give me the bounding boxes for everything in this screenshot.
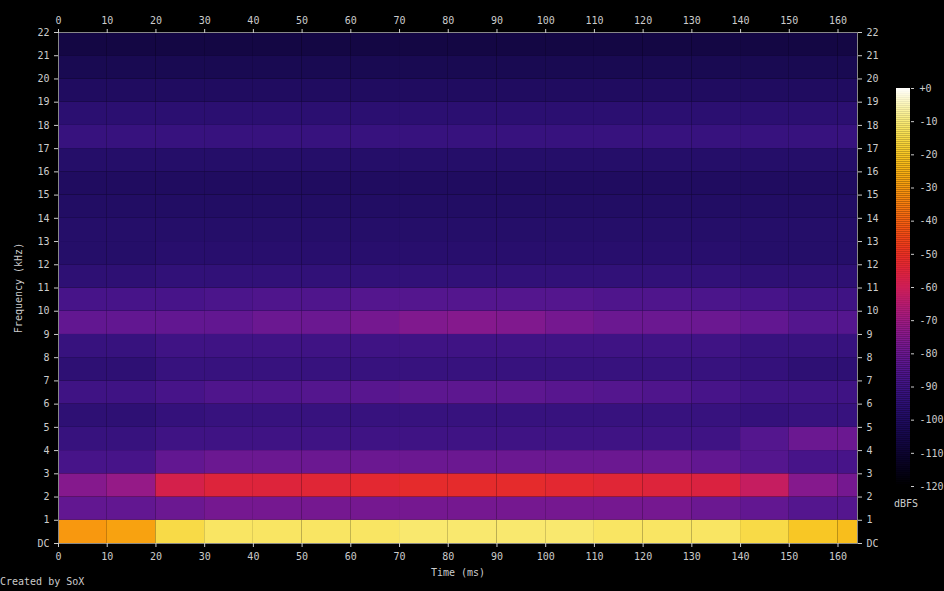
svg-text:1: 1 [43, 514, 49, 525]
svg-text:6: 6 [867, 398, 873, 409]
svg-text:-110: -110 [920, 448, 944, 459]
svg-text:20: 20 [37, 73, 49, 84]
svg-text:130: 130 [683, 15, 701, 26]
svg-text:4: 4 [867, 445, 873, 456]
svg-text:20: 20 [867, 73, 879, 84]
svg-text:10: 10 [101, 551, 113, 562]
svg-text:110: 110 [585, 15, 603, 26]
svg-text:130: 130 [683, 551, 701, 562]
svg-text:13: 13 [867, 236, 879, 247]
svg-text:110: 110 [585, 551, 603, 562]
svg-text:60: 60 [345, 551, 357, 562]
svg-text:DC: DC [37, 538, 49, 549]
svg-text:150: 150 [780, 551, 798, 562]
svg-text:7: 7 [867, 375, 873, 386]
svg-text:-10: -10 [920, 116, 938, 127]
svg-text:160: 160 [829, 551, 847, 562]
svg-text:-90: -90 [920, 381, 938, 392]
svg-text:0: 0 [55, 551, 61, 562]
svg-text:12: 12 [867, 259, 879, 270]
svg-text:16: 16 [37, 166, 49, 177]
svg-text:14: 14 [867, 213, 879, 224]
html-text:dBFS: dBFS [894, 498, 919, 509]
svg-text:17: 17 [867, 143, 879, 154]
svg-text:-120: -120 [920, 481, 944, 492]
svg-text:14: 14 [37, 213, 49, 224]
svg-text:17: 17 [37, 143, 49, 154]
svg-text:16: 16 [867, 166, 879, 177]
svg-text:Frequency (kHz): Frequency (kHz) [13, 243, 24, 333]
svg-text:19: 19 [867, 96, 879, 107]
svg-text:90: 90 [491, 15, 503, 26]
svg-text:11: 11 [37, 282, 49, 293]
svg-text:-80: -80 [920, 348, 938, 359]
svg-text:150: 150 [780, 15, 798, 26]
svg-text:8: 8 [867, 352, 873, 363]
svg-text:80: 80 [442, 551, 454, 562]
svg-text:10: 10 [101, 15, 113, 26]
svg-text:DC: DC [867, 538, 879, 549]
svg-text:60: 60 [345, 15, 357, 26]
svg-text:160: 160 [829, 15, 847, 26]
svg-text:30: 30 [199, 15, 211, 26]
svg-text:120: 120 [634, 15, 652, 26]
svg-text:21: 21 [37, 50, 49, 61]
svg-text:-70: -70 [920, 315, 938, 326]
svg-text:22: 22 [867, 27, 879, 38]
svg-text:0: 0 [55, 15, 61, 26]
svg-text:9: 9 [43, 329, 49, 340]
svg-text:140: 140 [732, 15, 750, 26]
svg-text:40: 40 [247, 15, 259, 26]
svg-text:20: 20 [150, 15, 162, 26]
svg-text:13: 13 [37, 236, 49, 247]
svg-text:70: 70 [394, 15, 406, 26]
svg-text:15: 15 [37, 189, 49, 200]
svg-text:-100: -100 [920, 414, 944, 425]
svg-text:80: 80 [442, 15, 454, 26]
svg-text:-20: -20 [920, 149, 938, 160]
svg-text:18: 18 [867, 120, 879, 131]
svg-text:10: 10 [37, 305, 49, 316]
svg-text:21: 21 [867, 50, 879, 61]
svg-text:4: 4 [43, 445, 49, 456]
svg-text:2: 2 [867, 491, 873, 502]
svg-text:19: 19 [37, 96, 49, 107]
svg-text:Time (ms): Time (ms) [431, 567, 485, 578]
svg-text:7: 7 [43, 375, 49, 386]
svg-text:-50: -50 [920, 249, 938, 260]
svg-text:5: 5 [867, 422, 873, 433]
svg-text:3: 3 [867, 468, 873, 479]
svg-text:3: 3 [43, 468, 49, 479]
svg-text:-40: -40 [920, 215, 938, 226]
svg-text:40: 40 [247, 551, 259, 562]
svg-text:22: 22 [37, 27, 49, 38]
svg-text:+0: +0 [920, 83, 932, 94]
svg-text:12: 12 [37, 259, 49, 270]
svg-text:8: 8 [43, 352, 49, 363]
svg-text:11: 11 [867, 282, 879, 293]
svg-text:18: 18 [37, 120, 49, 131]
svg-text:30: 30 [199, 551, 211, 562]
svg-text:-60: -60 [920, 282, 938, 293]
svg-text:1: 1 [867, 514, 873, 525]
html-text:Created by SoX: Created by SoX [0, 576, 85, 587]
svg-text:2: 2 [43, 491, 49, 502]
svg-text:90: 90 [491, 551, 503, 562]
svg-text:120: 120 [634, 551, 652, 562]
svg-text:70: 70 [394, 551, 406, 562]
svg-text:20: 20 [150, 551, 162, 562]
svg-text:-30: -30 [920, 182, 938, 193]
svg-text:100: 100 [537, 551, 555, 562]
svg-text:15: 15 [867, 189, 879, 200]
svg-text:140: 140 [732, 551, 750, 562]
svg-text:50: 50 [296, 551, 308, 562]
svg-text:5: 5 [43, 422, 49, 433]
svg-text:50: 50 [296, 15, 308, 26]
svg-text:10: 10 [867, 305, 879, 316]
svg-text:9: 9 [867, 329, 873, 340]
svg-text:100: 100 [537, 15, 555, 26]
svg-text:6: 6 [43, 398, 49, 409]
